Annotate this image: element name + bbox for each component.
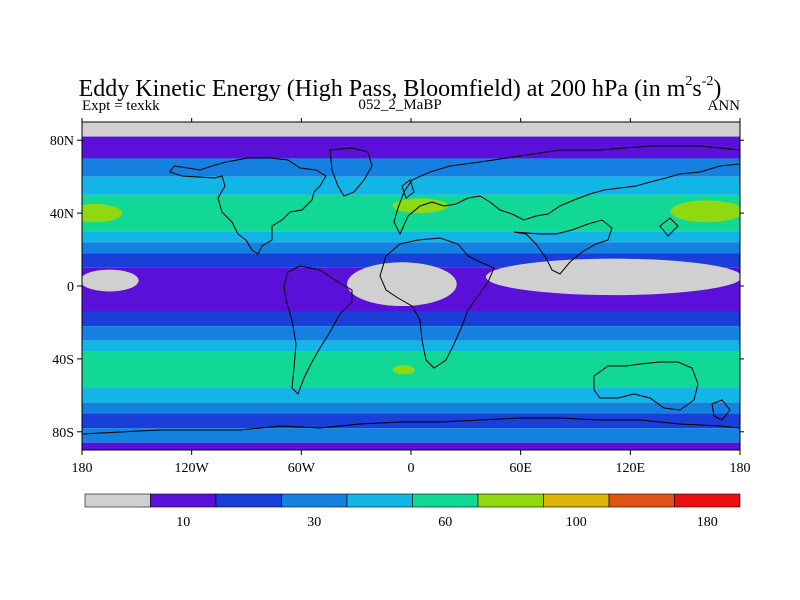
field-band-13	[82, 388, 740, 403]
colorbar-swatch-1	[150, 493, 217, 508]
x-tick-label-4: 60E	[509, 461, 532, 476]
field-band-0	[82, 122, 740, 137]
colorbar-label-0: 10	[176, 515, 190, 530]
experiment-label: Expt = texkk	[82, 98, 160, 114]
colorbar-swatch-8	[608, 493, 675, 508]
field-patches	[82, 198, 740, 375]
field-patch-5	[485, 258, 740, 296]
colorbar-label-3: 100	[566, 515, 587, 530]
colorbar-swatch-2	[215, 493, 282, 508]
coastline-japan	[659, 217, 679, 237]
season-label: ANN	[707, 98, 741, 114]
field-band-10	[82, 326, 740, 341]
coastlines	[82, 145, 740, 435]
field-patch-6	[82, 269, 139, 292]
colorbar-swatch-7	[543, 493, 610, 508]
coastline-antarctica	[82, 417, 740, 435]
colorbar: 10 30 60 100 180	[84, 493, 741, 530]
field-patch-3	[392, 365, 415, 375]
coastline-india-china	[513, 219, 613, 275]
field-patch-0	[82, 204, 123, 223]
field-band-5	[82, 231, 740, 243]
colorbar-label-2: 60	[438, 515, 452, 530]
field-band-11	[82, 340, 740, 352]
colorbar-swatch-3	[281, 493, 348, 508]
colorbar-swatch-0	[84, 493, 151, 508]
field-band-9	[82, 311, 740, 327]
colorbar-label-4: 180	[697, 515, 718, 530]
case-label: 052_2_MaBP	[358, 97, 442, 113]
coastline-greenland	[329, 147, 373, 197]
field-patch-4	[347, 262, 457, 307]
field-band-15	[82, 413, 740, 429]
chart-title: Eddy Kinetic Energy (High Pass, Bloomfie…	[78, 74, 722, 102]
field-band-3	[82, 176, 740, 195]
field-band-14	[82, 402, 740, 414]
field-band-16	[82, 428, 740, 443]
x-tick-label-5: 120E	[616, 461, 646, 476]
y-tick-label-4: 80S	[52, 426, 74, 441]
coastline-eurasia	[393, 145, 740, 236]
x-tick-label-2: 60W	[288, 461, 316, 476]
y-tick-label-1: 40N	[50, 207, 74, 222]
colorbar-swatch-6	[477, 493, 544, 508]
colorbar-label-1: 30	[307, 515, 321, 530]
x-tick-label-3: 0	[408, 461, 415, 476]
colorbar-swatch-9	[674, 493, 741, 508]
x-tick-label-6: 180	[730, 461, 751, 476]
y-tick-label-2: 0	[67, 280, 74, 295]
coastline-australia	[593, 361, 699, 411]
coastline-south-america	[283, 265, 353, 395]
field-band-1	[82, 136, 740, 159]
x-tick-label-1: 120W	[175, 461, 210, 476]
coastline-new-zealand	[711, 399, 731, 421]
coastline-north-america	[169, 157, 327, 255]
field-band-2	[82, 158, 740, 177]
field-band-17	[82, 442, 740, 450]
field-patch-2	[670, 200, 740, 223]
map-axes: 180 120W 60W 0 60E 120E 180 80N 40N 0 40S 80S	[50, 118, 751, 476]
colorbar-swatch-5	[412, 493, 479, 508]
x-tick-label-0: 180	[72, 461, 93, 476]
field-band-6	[82, 242, 740, 254]
y-tick-label-3: 40S	[52, 353, 74, 368]
coastline-africa	[379, 237, 495, 369]
colorbar-swatch-4	[346, 493, 413, 508]
coastline-britain	[401, 179, 415, 199]
y-tick-label-0: 80N	[50, 134, 74, 149]
